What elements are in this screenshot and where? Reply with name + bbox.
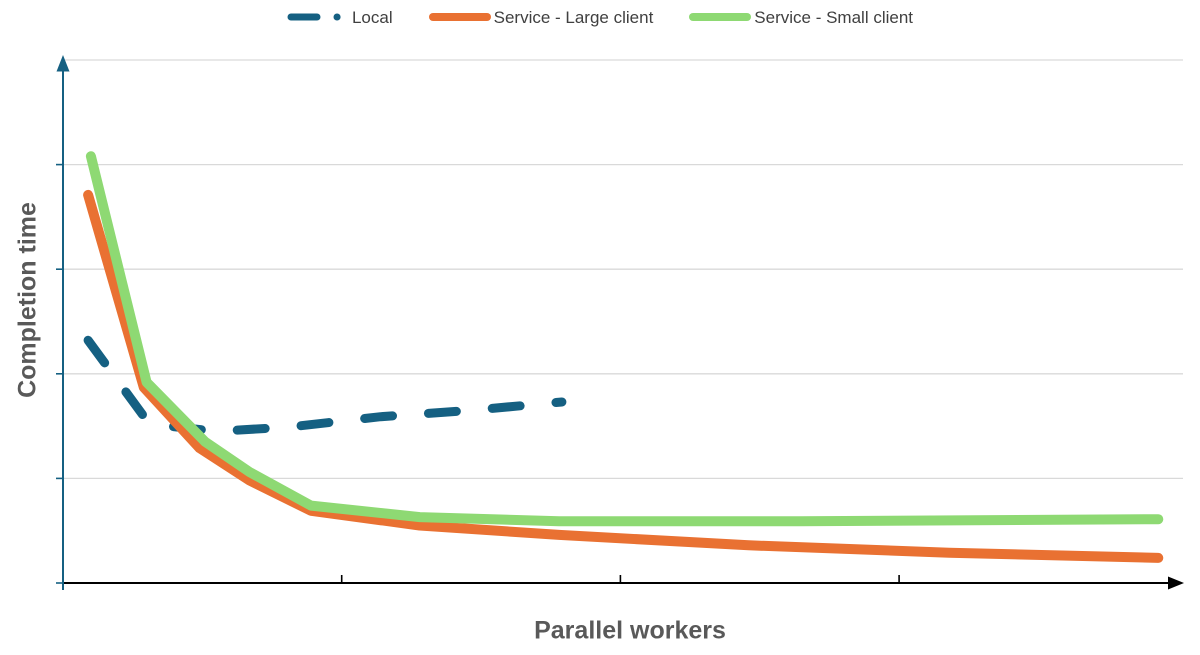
x-axis-arrow-icon xyxy=(1168,576,1184,590)
solid-line-swatch-icon xyxy=(428,13,491,21)
x-axis-title: Parallel workers xyxy=(534,616,726,645)
solid-line-swatch-icon xyxy=(689,13,752,21)
legend-item-local: Local xyxy=(287,9,393,26)
legend-label-service-small-client: Service - Small client xyxy=(754,7,914,27)
y-axis-arrow-icon xyxy=(56,55,70,72)
series-line-service-large-client xyxy=(83,189,1164,563)
series-line-local xyxy=(83,335,567,436)
legend-label-service-large-client: Service - Large client xyxy=(493,7,654,27)
legend-item-service-small-client: Service - Small client xyxy=(689,9,913,26)
legend-label-local: Local xyxy=(351,7,393,27)
series-line-service-small-client xyxy=(85,151,1164,527)
dash-dot-line-swatch-icon xyxy=(287,13,349,21)
legend-item-service-large-client: Service - Large client xyxy=(428,7,654,27)
chart-legend: Local Service - Large client Service - S… xyxy=(0,4,1200,30)
y-axis-title: Completion time xyxy=(13,202,42,398)
